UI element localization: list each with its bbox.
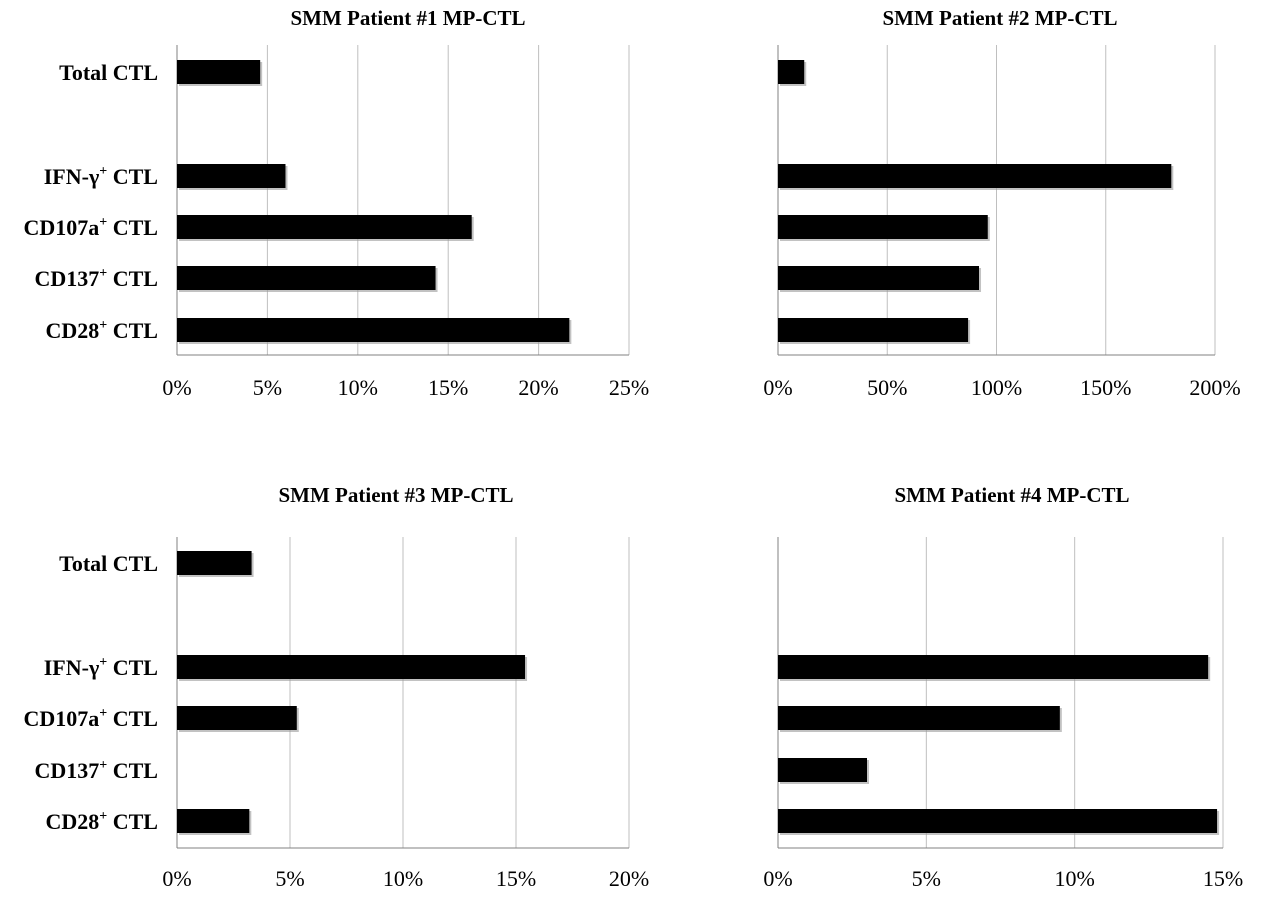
chart-panel-2: SMM Patient #2 MP-CTL 0% 50% 100% 150% 200% — [763, 6, 1240, 400]
x-tick-label: 20% — [609, 866, 649, 891]
bar — [177, 655, 526, 679]
bar — [778, 655, 1209, 679]
bar — [177, 809, 250, 833]
category-label-suffix: CTL — [107, 266, 158, 291]
category-label-suffix: CTL — [107, 215, 158, 240]
bar — [177, 318, 570, 342]
category-label-suffix: CTL — [107, 655, 158, 680]
bar — [778, 706, 1060, 730]
category-label-main: CD107a — [23, 215, 99, 240]
x-tick-label: 15% — [428, 375, 468, 400]
bar — [177, 551, 252, 575]
chart-title: SMM Patient #4 MP-CTL — [894, 483, 1129, 507]
category-label-main: IFN-γ — [44, 655, 100, 680]
x-tick-label: 0% — [162, 375, 191, 400]
x-tick-label: 5% — [912, 866, 941, 891]
category-label-suffix: CTL — [107, 809, 158, 834]
category-label: CD107a+ CTL — [23, 215, 158, 240]
x-tick-label: 200% — [1189, 375, 1240, 400]
chart-panel-3: SMM Patient #3 MP-CTL 0% 5% 10% 15% 20% Total … — [23, 483, 649, 891]
category-label-main: Total CTL — [59, 551, 158, 576]
x-tick-label: 100% — [971, 375, 1022, 400]
bar — [778, 809, 1218, 833]
category-label: Total CTL — [59, 551, 158, 576]
category-label: Total CTL — [59, 60, 158, 85]
bar — [177, 164, 286, 188]
x-tick-label: 15% — [1203, 866, 1243, 891]
x-tick-label: 15% — [496, 866, 536, 891]
category-label-suffix: CTL — [107, 706, 158, 731]
bar — [177, 706, 297, 730]
category-label: CD28+ CTL — [45, 809, 158, 834]
x-tick-label: 0% — [763, 866, 792, 891]
category-label-suffix: CTL — [107, 758, 158, 783]
category-label-main: Total CTL — [59, 60, 158, 85]
bar — [177, 60, 261, 84]
chart-title: SMM Patient #1 MP-CTL — [290, 6, 525, 30]
bar — [177, 215, 472, 239]
category-label: CD107a+ CTL — [23, 706, 158, 731]
bar — [778, 215, 988, 239]
x-tick-label: 10% — [338, 375, 378, 400]
bar — [177, 266, 436, 290]
category-label-sup: + — [99, 318, 107, 333]
category-label-sup: + — [99, 164, 107, 179]
chart-title: SMM Patient #2 MP-CTL — [882, 6, 1117, 30]
category-label-main: CD107a — [23, 706, 99, 731]
bar — [778, 164, 1172, 188]
bar — [778, 60, 805, 84]
chart-title: SMM Patient #3 MP-CTL — [278, 483, 513, 507]
category-label-sup: + — [99, 809, 107, 824]
x-tick-label: 10% — [383, 866, 423, 891]
x-tick-label: 20% — [518, 375, 558, 400]
bar — [778, 266, 980, 290]
bar — [778, 318, 969, 342]
bar — [778, 758, 867, 782]
category-label-suffix: CTL — [107, 164, 158, 189]
category-label-sup: + — [99, 758, 107, 773]
category-label-main: IFN-γ — [44, 164, 100, 189]
category-label: IFN-γ+ CTL — [44, 164, 158, 189]
category-label: CD137+ CTL — [34, 266, 158, 291]
category-label-sup: + — [99, 215, 107, 230]
x-tick-label: 10% — [1055, 866, 1095, 891]
x-tick-label: 150% — [1080, 375, 1131, 400]
category-label: IFN-γ+ CTL — [44, 655, 158, 680]
category-label-main: CD137 — [34, 758, 99, 783]
x-tick-label: 5% — [275, 866, 304, 891]
category-label-main: CD137 — [34, 266, 99, 291]
category-label-sup: + — [99, 266, 107, 281]
x-tick-label: 0% — [763, 375, 792, 400]
category-label-main: CD28 — [45, 318, 99, 343]
category-label-sup: + — [99, 655, 107, 670]
x-tick-label: 0% — [162, 866, 191, 891]
category-label-suffix: CTL — [107, 318, 158, 343]
chart-panel-4: SMM Patient #4 MP-CTL 0% 5% 10% 15% — [763, 483, 1243, 891]
x-tick-label: 5% — [253, 375, 282, 400]
chart-panel-1: SMM Patient #1 MP-CTL 0% 5% 10% 15% 20% 25% Tot… — [23, 6, 649, 400]
x-tick-label: 50% — [867, 375, 907, 400]
category-label: CD28+ CTL — [45, 318, 158, 343]
category-label-main: CD28 — [45, 809, 99, 834]
category-label: CD137+ CTL — [34, 758, 158, 783]
x-tick-label: 25% — [609, 375, 649, 400]
category-label-sup: + — [99, 706, 107, 721]
